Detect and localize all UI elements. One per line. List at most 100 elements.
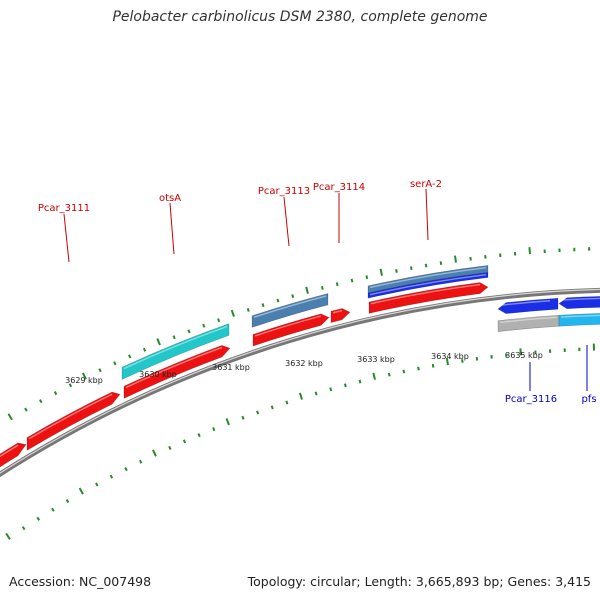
outer-tick <box>53 391 58 396</box>
gene-label-otsa: otsA <box>159 193 181 204</box>
inner-tick <box>152 449 157 457</box>
outer-tick <box>24 407 28 412</box>
gene-labels: Pcar_3111 otsA Pcar_3113 Pcar_3114 serA-… <box>38 179 597 405</box>
outer-tick <box>305 286 309 294</box>
scale-label: 3630 kbp <box>139 370 177 379</box>
inner-tick <box>417 366 420 371</box>
inner-tick <box>519 348 522 356</box>
outer-tick <box>320 286 324 290</box>
inner-tick <box>270 405 274 410</box>
inner-tick <box>124 467 128 472</box>
inner-tick <box>329 387 333 392</box>
cds-forward-arrow <box>123 345 231 399</box>
outer-tick <box>68 383 73 388</box>
cds-forward-arrow <box>252 313 330 347</box>
inner-tick <box>21 526 26 531</box>
scale-label: 3631 kbp <box>212 363 250 372</box>
inner-tick <box>168 445 172 450</box>
outer-tick <box>439 261 443 265</box>
outer-tick-marks <box>7 247 591 421</box>
cds-reverse-arrow-shine <box>560 297 600 301</box>
cds-forward-arrow-shine <box>125 346 223 389</box>
outer-tick <box>128 354 132 359</box>
inner-tick <box>372 372 376 380</box>
scale-label: 3634 kbp <box>431 352 469 361</box>
scale-label: 3629 kbp <box>65 376 103 385</box>
scale-label: 3632 kbp <box>285 359 323 368</box>
rna-feature-bar-shine <box>123 325 228 370</box>
inner-tick <box>65 499 70 504</box>
outer-tick <box>409 266 413 271</box>
rna-feature-bar <box>121 323 230 380</box>
gene-feature-bar <box>251 293 329 328</box>
inner-tick <box>343 383 347 388</box>
inner-tick <box>5 532 11 540</box>
cds-forward-arrow-shine <box>370 283 481 305</box>
outer-tick <box>261 303 265 308</box>
map-title: Pelobacter carbinolicus DSM 2380, comple… <box>112 9 488 25</box>
cds-forward-arrow-shine <box>332 309 343 314</box>
outer-tick <box>113 361 117 366</box>
outer-tick <box>395 269 398 273</box>
cds-forward-arrow <box>26 391 121 451</box>
label-leader-line <box>425 188 429 241</box>
inner-tick <box>402 369 406 374</box>
gene-feature-bar-shine <box>560 314 600 318</box>
inner-tick <box>78 487 84 495</box>
cds-forward-arrow <box>0 442 27 468</box>
inner-tick <box>225 418 230 426</box>
outer-tick <box>142 347 147 352</box>
outer-tick <box>7 413 13 421</box>
cds-forward-arrow-shine <box>0 444 19 458</box>
label-leader-line <box>283 196 290 247</box>
cds-reverse-arrow-shine <box>499 300 551 306</box>
genome-backbone <box>0 287 600 478</box>
outer-tick <box>528 247 531 255</box>
outer-tick <box>172 335 176 340</box>
inner-tick <box>109 474 114 479</box>
outer-tick <box>454 255 457 263</box>
inner-tick <box>36 516 41 521</box>
cds-forward-arrow <box>330 308 351 324</box>
inner-tick <box>358 379 362 384</box>
label-leader-line <box>169 202 175 255</box>
gene-features <box>0 265 600 468</box>
outer-tick <box>98 368 102 373</box>
gene-label-pfs: pfs <box>581 394 596 405</box>
inner-tick <box>445 357 449 366</box>
gene-feature-bar-shine <box>369 266 487 289</box>
inner-tick <box>138 459 143 464</box>
scale-label: 3635 kbp <box>505 351 543 360</box>
outer-tick <box>379 268 383 276</box>
outer-tick <box>81 372 87 380</box>
inner-tick <box>51 507 55 512</box>
outer-tick <box>246 307 250 312</box>
inner-tick <box>182 439 187 444</box>
gene-label-pcar-3113: Pcar_3113 <box>258 186 310 197</box>
inner-tick <box>95 482 99 487</box>
inner-tick <box>461 359 464 363</box>
label-leader-line <box>63 213 70 263</box>
gene-label-pcar-3116: Pcar_3116 <box>505 394 557 405</box>
cds-forward-arrow-shine <box>254 315 322 337</box>
outer-tick <box>217 318 221 323</box>
scale-labels: 3629 kbp 3630 kbp 3631 kbp 3632 kbp 3633… <box>65 351 543 385</box>
outer-tick <box>187 329 191 334</box>
gene-feature-bar <box>558 313 600 327</box>
inner-tick <box>285 400 289 405</box>
outer-tick <box>39 399 43 404</box>
inner-tick <box>256 410 260 415</box>
cds-forward-arrow <box>368 282 489 314</box>
inner-tick <box>387 372 391 377</box>
outer-tick <box>350 278 354 283</box>
outer-tick <box>230 309 235 317</box>
accession-text: Accession: NC_007498 <box>9 574 152 589</box>
inner-tick <box>212 427 216 432</box>
scale-label: 3633 kbp <box>357 355 395 364</box>
genome-summary-text: Topology: circular; Length: 3,665,893 bp… <box>247 574 591 589</box>
inner-tick <box>298 392 303 400</box>
cds-reverse-arrow <box>558 296 600 310</box>
outer-tick <box>424 263 428 268</box>
cds-reverse-arrow <box>497 297 559 314</box>
